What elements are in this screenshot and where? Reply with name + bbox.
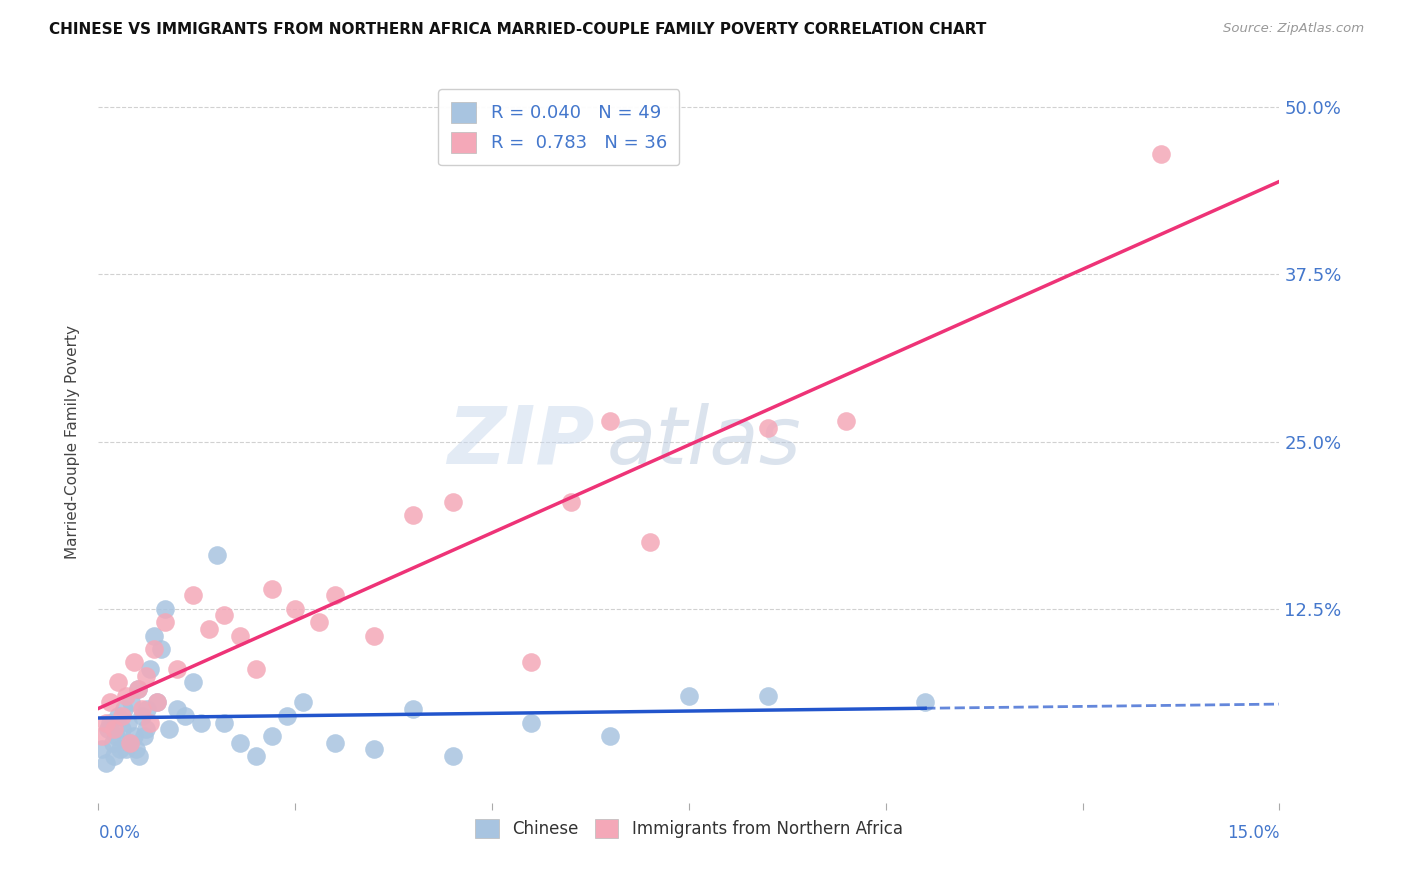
Point <box>245 662 267 676</box>
Text: 15.0%: 15.0% <box>1227 824 1279 842</box>
Text: ZIP: ZIP <box>447 402 595 481</box>
Point <box>441 494 464 508</box>
Point <box>101 735 124 749</box>
Point <box>91 729 114 743</box>
Point <box>638 534 661 549</box>
Point <box>135 723 157 737</box>
Point <box>402 702 425 716</box>
Point <box>166 702 188 716</box>
Point <box>146 696 169 710</box>
Point <box>122 729 145 743</box>
Point <box>121 696 143 710</box>
Point <box>678 689 700 703</box>
Point <box>174 708 197 723</box>
Point <box>131 702 153 716</box>
Point <box>284 602 307 616</box>
Point <box>197 622 219 636</box>
Point <box>229 735 252 749</box>
Text: CHINESE VS IMMIGRANTS FROM NORTHERN AFRICA MARRIED-COUPLE FAMILY POVERTY CORRELA: CHINESE VS IMMIGRANTS FROM NORTHERN AFRI… <box>49 22 987 37</box>
Point <box>132 729 155 743</box>
Point <box>308 615 330 630</box>
Point <box>229 628 252 642</box>
Point <box>323 735 346 749</box>
Point <box>104 729 127 743</box>
Point <box>98 715 121 730</box>
Point <box>560 494 582 508</box>
Point <box>520 655 543 669</box>
Point <box>96 756 118 770</box>
Point <box>146 696 169 710</box>
Point <box>142 628 165 642</box>
Y-axis label: Married-Couple Family Poverty: Married-Couple Family Poverty <box>65 325 80 558</box>
Point <box>122 655 145 669</box>
Point <box>127 681 149 696</box>
Point <box>103 749 125 764</box>
Point <box>292 696 315 710</box>
Point <box>111 708 134 723</box>
Point <box>103 723 125 737</box>
Point <box>756 689 779 703</box>
Point <box>110 742 132 756</box>
Point <box>520 715 543 730</box>
Point <box>260 582 283 596</box>
Point <box>245 749 267 764</box>
Point <box>363 628 385 642</box>
Point <box>323 589 346 603</box>
Point <box>118 735 141 749</box>
Point <box>115 689 138 703</box>
Point <box>125 742 148 756</box>
Point <box>157 723 180 737</box>
Point <box>150 642 173 657</box>
Point <box>363 742 385 756</box>
Point <box>107 708 129 723</box>
Point <box>835 414 858 429</box>
Point <box>181 589 204 603</box>
Text: 0.0%: 0.0% <box>98 824 141 842</box>
Point <box>97 723 120 737</box>
Point <box>118 735 141 749</box>
Point <box>1150 146 1173 161</box>
Point <box>117 715 139 730</box>
Point <box>138 715 160 730</box>
Point <box>112 702 135 716</box>
Point <box>402 508 425 523</box>
Point <box>260 729 283 743</box>
Legend: Chinese, Immigrants from Northern Africa: Chinese, Immigrants from Northern Africa <box>468 813 910 845</box>
Point <box>138 662 160 676</box>
Point <box>107 675 129 690</box>
Point <box>276 708 298 723</box>
Point <box>96 715 118 730</box>
Point <box>756 421 779 435</box>
Point <box>441 749 464 764</box>
Point <box>599 729 621 743</box>
Point <box>115 742 138 756</box>
Point <box>166 662 188 676</box>
Point <box>599 414 621 429</box>
Point <box>127 681 149 696</box>
Point <box>214 715 236 730</box>
Point <box>155 602 177 616</box>
Point <box>91 742 114 756</box>
Text: Source: ZipAtlas.com: Source: ZipAtlas.com <box>1223 22 1364 36</box>
Point <box>181 675 204 690</box>
Point <box>205 548 228 563</box>
Point <box>111 723 134 737</box>
Point <box>98 696 121 710</box>
Point <box>128 749 150 764</box>
Point <box>155 615 177 630</box>
Text: atlas: atlas <box>606 402 801 481</box>
Point <box>135 669 157 683</box>
Point <box>914 696 936 710</box>
Point <box>190 715 212 730</box>
Point <box>131 708 153 723</box>
Point <box>142 642 165 657</box>
Point <box>136 702 159 716</box>
Point <box>214 608 236 623</box>
